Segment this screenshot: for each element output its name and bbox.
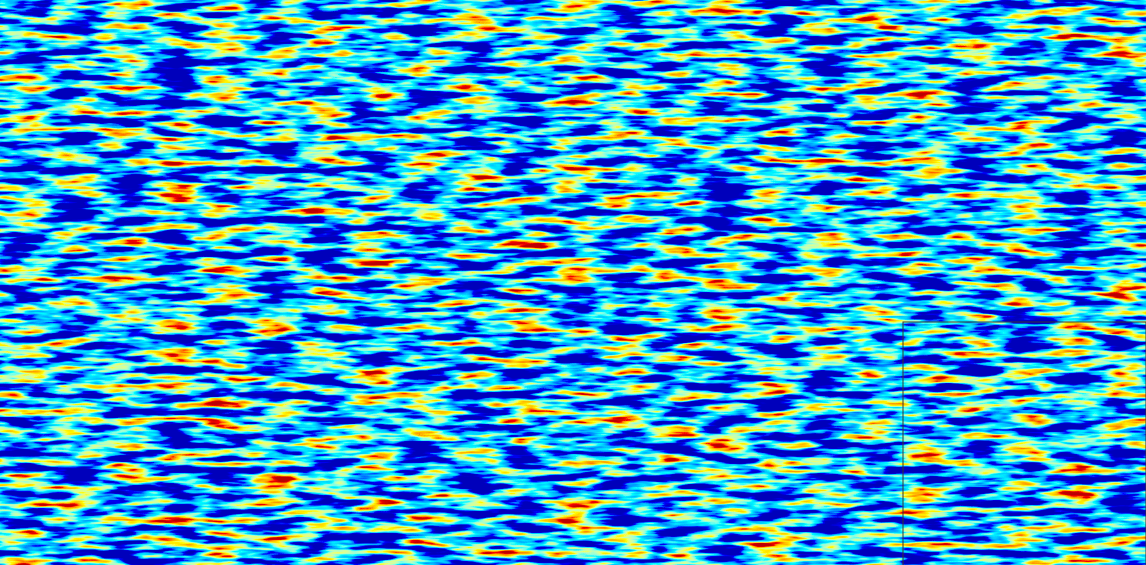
label-subscript: 1D <box>480 46 514 74</box>
panel-label: Somme <box>918 16 1070 62</box>
surface-2d-panel <box>604 321 853 565</box>
surface-sum-panel <box>902 321 1146 565</box>
random-1d-panel: Random1D <box>305 9 554 259</box>
label-subscript: 2D <box>780 42 814 70</box>
operator: + <box>552 98 606 172</box>
surface-1d-panel <box>305 321 554 565</box>
panel-label: Random2D <box>614 16 813 70</box>
arrows <box>123 265 1035 314</box>
surface-panel: Surface <box>9 321 256 565</box>
panel-label: PSD <box>22 26 102 72</box>
random-2d-panel: Random2D <box>598 4 858 264</box>
operator: + <box>254 98 308 172</box>
operator: = <box>851 98 905 172</box>
label-text: Random <box>314 20 480 66</box>
label-text: Random <box>614 16 780 62</box>
panel-label: Random1D <box>314 20 513 74</box>
psd-panel: PSD <box>9 9 256 259</box>
panel-label: Surface <box>20 334 172 380</box>
somme-panel: Somme <box>903 10 1146 258</box>
